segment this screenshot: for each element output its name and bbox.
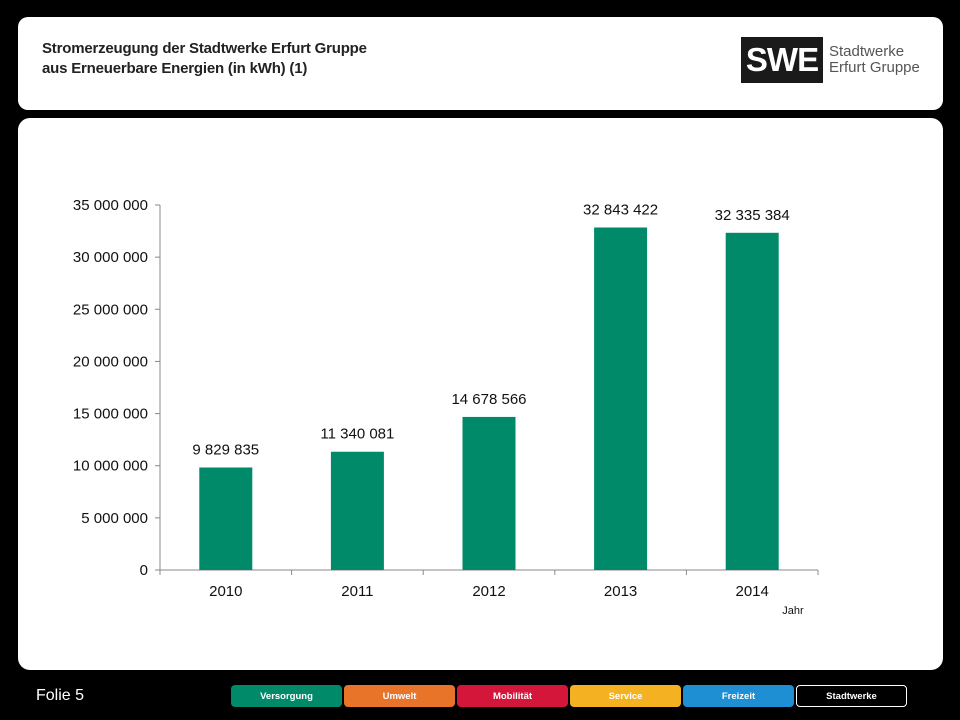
x-tick-label-2013: 2013 (604, 583, 637, 600)
x-tick-label-2012: 2012 (472, 583, 505, 600)
bar-chart: 0 5 000 000 10 000 000 15 000 000 20 000 000… (73, 197, 819, 617)
y-tick-label: 20 000 000 (73, 353, 148, 370)
chart-panel: 0 5 000 000 10 000 000 15 000 000 20 000 000… (18, 118, 943, 670)
bar-2010 (199, 467, 253, 570)
data-label-2011: 11 340 081 (320, 426, 394, 443)
y-tick-label: 5 000 000 (81, 510, 148, 527)
title-line-2: aus Erneuerbare Energien (in kWh) (1) (42, 60, 308, 77)
x-tick-label-2011: 2011 (341, 583, 373, 600)
y-tick-label: 35 000 000 (73, 197, 148, 214)
logo-abbrev: SWE (741, 37, 823, 83)
data-label-2014: 32 335 384 (715, 207, 790, 224)
nav-stadtwerke[interactable]: Stadtwerke (796, 685, 907, 707)
bar-2012 (462, 416, 516, 570)
slide-number: Folie 5 (36, 687, 85, 704)
nav-freizeit[interactable]: Freizeit (683, 685, 794, 707)
bar-2011 (330, 451, 384, 570)
nav-service[interactable]: Service (570, 685, 681, 707)
x-tick-label-2014: 2014 (736, 583, 769, 600)
nav-versorgung[interactable]: Versorgung (231, 685, 342, 707)
data-label-2012: 14 678 566 (451, 391, 526, 408)
logo-line-2: Erfurt Gruppe (829, 59, 920, 76)
logo-line-1: Stadtwerke (829, 43, 905, 60)
y-tick-label: 10 000 000 (73, 458, 148, 475)
y-tick-label: 15 000 000 (73, 406, 148, 423)
footer: Folie 5 Versorgung Umwelt Mobilität Serv… (0, 680, 960, 720)
bar-2013 (594, 227, 648, 570)
bar-2014 (725, 232, 779, 570)
data-label-2013: 32 843 422 (583, 201, 658, 218)
nav-umwelt[interactable]: Umwelt (344, 685, 455, 707)
swe-logo: SWE Stadtwerke Erfurt Gruppe (741, 37, 920, 83)
x-axis-title: Jahr (782, 605, 804, 617)
nav-mobilitaet[interactable]: Mobilität (457, 685, 568, 707)
y-tick-label: 0 (140, 562, 148, 579)
title-line-1: Stromerzeugung der Stadtwerke Erfurt Gru… (42, 40, 367, 57)
logo-text: Stadtwerke Erfurt Gruppe (829, 44, 920, 76)
slide-title: Stromerzeugung der Stadtwerke Erfurt Gru… (42, 39, 367, 79)
y-tick-label: 30 000 000 (73, 249, 148, 266)
header-panel: Stromerzeugung der Stadtwerke Erfurt Gru… (18, 17, 943, 110)
x-tick-label-2010: 2010 (209, 583, 242, 600)
data-label-2010: 9 829 835 (192, 441, 259, 458)
y-tick-label: 25 000 000 (73, 301, 148, 318)
